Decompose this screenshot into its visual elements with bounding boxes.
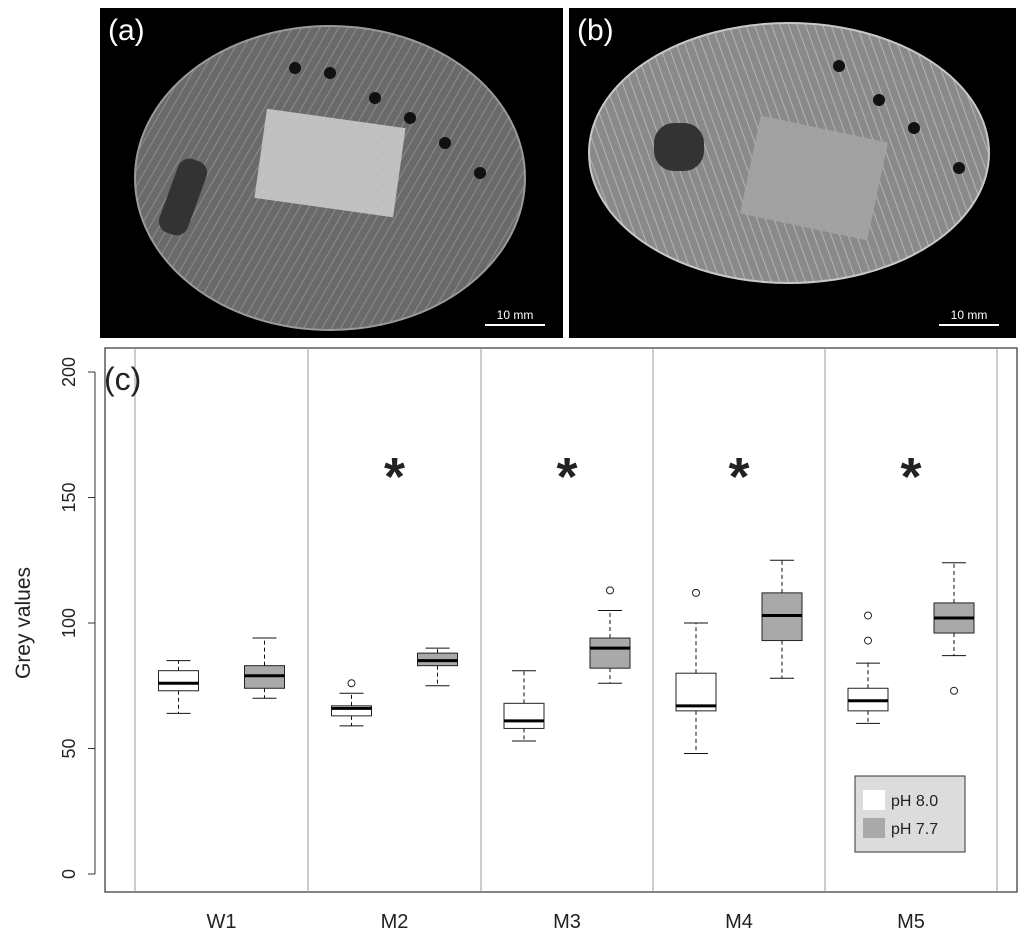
chart-panel-label: (c) <box>104 361 141 397</box>
y-axis-title: Grey values <box>12 567 35 679</box>
significance-star: * <box>384 447 405 507</box>
outlier-point <box>606 586 614 595</box>
shell-image-b <box>588 22 990 284</box>
box <box>158 670 199 692</box>
photo-panel-label-a: (a) <box>108 14 145 47</box>
legend-swatch <box>863 818 885 838</box>
outlier-point <box>864 636 872 645</box>
scale-bar-a <box>485 324 545 326</box>
x-tick-label: M2 <box>381 911 409 933</box>
outlier-point <box>950 686 958 695</box>
scale-label-b: 10 mm <box>950 308 988 322</box>
legend-swatch <box>863 790 885 810</box>
boxplot-chart: 0 50 100 150 200 Grey values (c) W1 M2 * M3 * M4 * M5 *… <box>12 347 1018 933</box>
scale-label-a: 10 mm <box>496 308 534 322</box>
legend-box <box>854 775 966 853</box>
plot-frame <box>104 347 1018 893</box>
box <box>503 702 545 729</box>
x-tick-label: M5 <box>897 911 925 933</box>
y-tick-label: 150 <box>59 482 79 512</box>
x-tick-label: M4 <box>725 911 753 933</box>
scale-bar-b <box>939 324 999 326</box>
significance-star: * <box>900 447 921 507</box>
legend-label: pH 7.7 <box>891 821 938 838</box>
box <box>589 637 631 669</box>
significance-star: * <box>556 447 577 507</box>
y-tick-label: 200 <box>59 357 79 387</box>
y-tick-label: 0 <box>59 869 79 879</box>
significance-star: * <box>728 447 749 507</box>
shell-photo-b: (b) 10 mm <box>569 8 1016 338</box>
outlier-point <box>692 588 700 597</box>
x-tick-label: W1 <box>207 911 237 933</box>
shell-photo-a: (a) 10 mm <box>100 8 563 338</box>
box <box>331 705 372 717</box>
outlier-point <box>864 611 872 620</box>
shell-image-a <box>134 25 526 331</box>
legend-label: pH 8.0 <box>891 793 938 810</box>
x-tick-label: M3 <box>553 911 581 933</box>
outlier-point <box>347 679 356 688</box>
y-tick-label: 100 <box>59 608 79 638</box>
y-tick-label: 50 <box>59 738 79 758</box>
photo-panel-label-b: (b) <box>577 14 614 47</box>
